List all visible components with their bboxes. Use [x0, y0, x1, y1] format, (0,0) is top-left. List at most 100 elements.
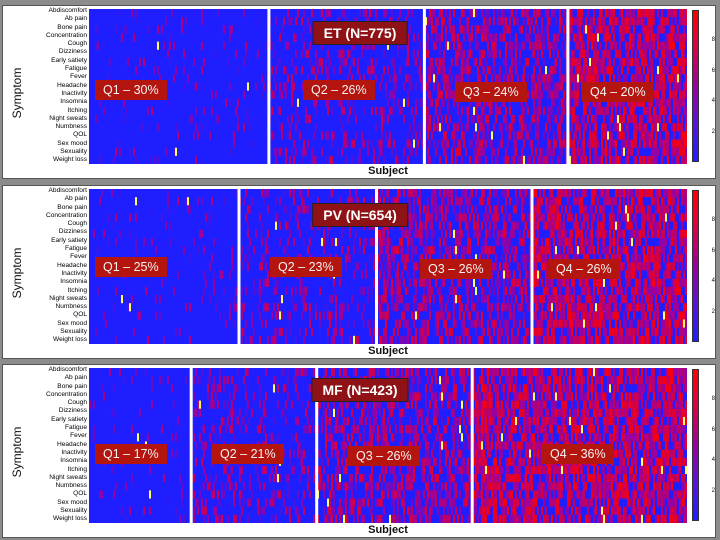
heatmap-cell [461, 229, 463, 238]
heatmap-cell [409, 237, 411, 247]
heatmap-cell [657, 270, 659, 279]
heatmap-cell [587, 9, 589, 18]
heatmap-cell [591, 205, 593, 214]
heatmap-cell [509, 229, 511, 238]
heatmap-cell [275, 147, 277, 156]
heatmap-cell [573, 90, 575, 99]
heatmap-cell [595, 41, 597, 50]
heatmap-cell [429, 98, 431, 107]
heatmap-cell [597, 33, 599, 42]
heatmap-cell [669, 90, 671, 99]
heatmap-cell [409, 205, 411, 214]
heatmap-cell [581, 229, 583, 238]
heatmap-cell [407, 33, 409, 42]
heatmap-cell [639, 237, 641, 247]
heatmap-cell [447, 90, 449, 99]
heatmap-cell [119, 368, 121, 377]
heatmap-cell [347, 139, 349, 148]
heatmap-cell [515, 9, 517, 18]
heatmap-cell [263, 482, 265, 491]
heatmap-cell [657, 303, 659, 312]
heatmap-cell [435, 213, 437, 222]
heatmap-cell [241, 262, 243, 271]
heatmap-cell [199, 400, 201, 409]
heatmap-cell [487, 303, 489, 312]
heatmap-cell [581, 41, 583, 50]
heatmap-cell [449, 90, 451, 99]
heatmap-cell [533, 254, 535, 263]
heatmap-cell [547, 74, 549, 83]
heatmap-cell [209, 433, 211, 442]
heatmap-cell [541, 74, 543, 83]
heatmap-cell [385, 286, 387, 296]
heatmap-cell [627, 221, 629, 230]
heatmap-cell [437, 57, 439, 67]
heatmap-cell [503, 286, 505, 296]
heatmap-cell [295, 49, 297, 58]
heatmap-cell [305, 303, 307, 312]
heatmap-cell [669, 295, 671, 304]
heatmap-cell [615, 311, 617, 320]
heatmap-cell [329, 295, 331, 304]
heatmap-cell [279, 490, 281, 499]
heatmap-cell [369, 319, 371, 328]
heatmap-cell [199, 376, 201, 385]
heatmap-cell [273, 474, 275, 483]
heatmap-cell [413, 49, 415, 58]
heatmap-cell [615, 139, 617, 148]
heatmap-cell [143, 506, 145, 515]
heatmap-cell [509, 254, 511, 263]
heatmap-cell [387, 246, 389, 255]
heatmap-cell [509, 303, 511, 312]
heatmap-cell [221, 482, 223, 491]
heatmap-cell [561, 335, 563, 344]
heatmap-cell [263, 400, 265, 409]
heatmap-cell [291, 17, 293, 26]
heatmap-cell [455, 335, 457, 344]
heatmap-cell [299, 368, 301, 377]
heatmap-cell [639, 49, 641, 58]
heatmap-cell [681, 311, 683, 320]
heatmap-cell [661, 123, 663, 132]
heatmap-cell [399, 286, 401, 296]
heatmap-cell [587, 311, 589, 320]
heatmap-cell [413, 205, 415, 214]
heatmap-cell [491, 155, 493, 164]
heatmap-cell [591, 115, 593, 124]
heatmap-cell [339, 319, 341, 328]
heatmap-cell [595, 155, 597, 164]
heatmap-cell [443, 139, 445, 148]
heatmap-cell [523, 9, 525, 18]
heatmap-cell [547, 33, 549, 42]
heatmap-cell [427, 49, 429, 58]
heatmap-cell [675, 49, 677, 58]
heatmap-cell [225, 319, 227, 328]
heatmap-cell [519, 98, 521, 107]
heatmap-cell [575, 131, 577, 140]
heatmap-cell [647, 9, 649, 18]
heatmap-grid [89, 9, 687, 164]
heatmap-cell [425, 229, 427, 238]
heatmap-cell [635, 278, 637, 287]
heatmap-cell [667, 303, 669, 312]
heatmap-cell [569, 213, 571, 222]
heatmap-cell [595, 49, 597, 58]
heatmap-cell [397, 197, 399, 206]
heatmap-cell [579, 41, 581, 50]
heatmap-cell [549, 74, 551, 83]
heatmap-cell [539, 106, 541, 116]
heatmap-cell [193, 82, 195, 91]
heatmap-cell [217, 490, 219, 499]
heatmap-cell [605, 246, 607, 255]
heatmap-cell [669, 74, 671, 83]
heatmap-cell [391, 90, 393, 99]
heatmap-cell [101, 490, 103, 499]
heatmap-cell [431, 131, 433, 140]
heatmap-cell [607, 197, 609, 206]
heatmap-cell [515, 33, 517, 42]
heatmap-cell [375, 74, 377, 83]
heatmap-cell [491, 131, 493, 140]
heatmap-cell [665, 303, 667, 312]
heatmap-cell [663, 270, 665, 279]
heatmap-cell [663, 254, 665, 263]
